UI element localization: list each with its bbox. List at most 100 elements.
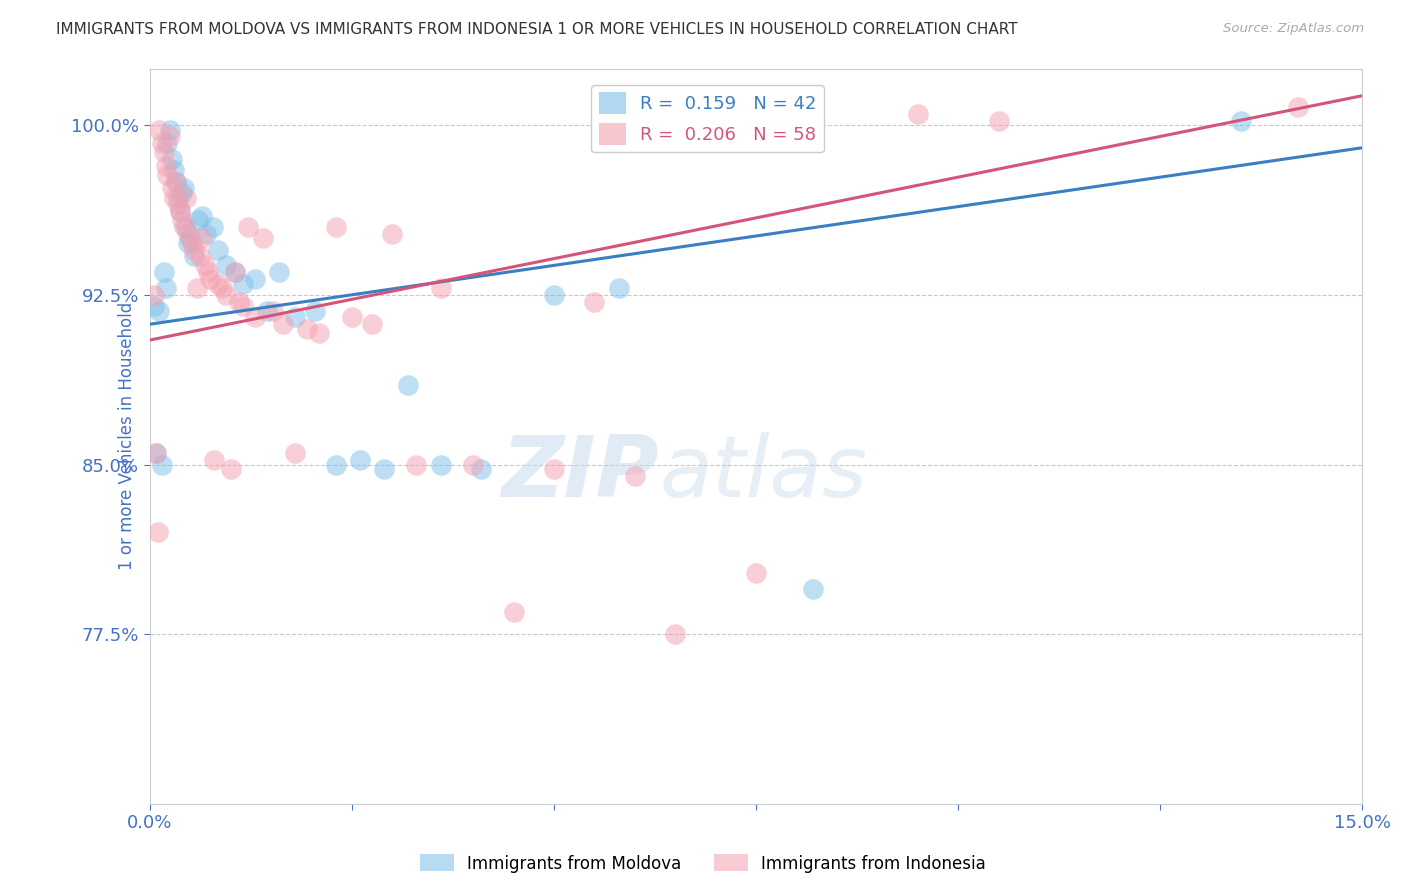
Point — [156, 168, 179, 182]
Point — [169, 204, 191, 219]
Point — [1286, 100, 1309, 114]
Point — [583, 294, 606, 309]
Point — [165, 175, 187, 189]
Point — [174, 219, 197, 234]
Text: ZIP: ZIP — [502, 432, 659, 515]
Point — [297, 322, 319, 336]
Point — [664, 627, 686, 641]
Point — [801, 582, 824, 596]
Point — [179, 231, 201, 245]
Point — [197, 265, 219, 279]
Point — [215, 288, 238, 302]
Point — [271, 317, 294, 331]
Point — [174, 190, 197, 204]
Point — [156, 136, 179, 151]
Point — [159, 129, 181, 144]
Point — [155, 281, 177, 295]
Point — [142, 299, 165, 313]
Point — [146, 525, 169, 540]
Point — [405, 458, 427, 472]
Point — [145, 446, 167, 460]
Point — [170, 213, 193, 227]
Point — [194, 259, 217, 273]
Point — [381, 227, 404, 241]
Point — [191, 209, 214, 223]
Point — [207, 277, 229, 291]
Y-axis label: 1 or more Vehicles in Household: 1 or more Vehicles in Household — [118, 302, 136, 570]
Point — [153, 145, 176, 160]
Point — [207, 243, 229, 257]
Point — [191, 231, 214, 245]
Point — [224, 265, 246, 279]
Point — [177, 235, 200, 250]
Point — [163, 190, 186, 204]
Point — [284, 446, 307, 460]
Point — [148, 303, 170, 318]
Point — [243, 272, 266, 286]
Point — [173, 219, 195, 234]
Point — [243, 310, 266, 325]
Point — [163, 163, 186, 178]
Point — [304, 303, 326, 318]
Point — [167, 190, 190, 204]
Point — [502, 605, 524, 619]
Point — [1230, 113, 1253, 128]
Point — [543, 462, 565, 476]
Point — [987, 113, 1010, 128]
Point — [187, 213, 209, 227]
Point — [340, 310, 363, 325]
Text: IMMIGRANTS FROM MOLDOVA VS IMMIGRANTS FROM INDONESIA 1 OR MORE VEHICLES IN HOUSE: IMMIGRANTS FROM MOLDOVA VS IMMIGRANTS FR… — [56, 22, 1018, 37]
Point — [162, 152, 184, 166]
Point — [429, 458, 451, 472]
Legend: R =  0.159   N = 42, R =  0.206   N = 58: R = 0.159 N = 42, R = 0.206 N = 58 — [592, 85, 824, 153]
Point — [155, 159, 177, 173]
Point — [325, 219, 347, 234]
Point — [202, 453, 225, 467]
Point — [211, 281, 233, 295]
Point — [169, 204, 191, 219]
Text: atlas: atlas — [659, 432, 868, 515]
Point — [201, 219, 224, 234]
Point — [623, 468, 645, 483]
Point — [470, 462, 492, 476]
Point — [349, 453, 371, 467]
Point — [150, 458, 173, 472]
Point — [907, 107, 929, 121]
Point — [224, 265, 246, 279]
Point — [200, 272, 222, 286]
Point — [238, 219, 260, 234]
Point — [325, 458, 347, 472]
Point — [183, 243, 205, 257]
Point — [142, 288, 165, 302]
Point — [159, 122, 181, 136]
Point — [183, 249, 205, 263]
Point — [165, 175, 187, 189]
Point — [170, 186, 193, 200]
Point — [219, 462, 242, 476]
Point — [232, 277, 254, 291]
Point — [256, 303, 278, 318]
Point — [429, 281, 451, 295]
Point — [252, 231, 274, 245]
Text: Source: ZipAtlas.com: Source: ZipAtlas.com — [1223, 22, 1364, 36]
Point — [162, 181, 184, 195]
Point — [180, 235, 202, 250]
Point — [361, 317, 384, 331]
Point — [167, 197, 190, 211]
Point — [262, 303, 284, 318]
Point — [308, 326, 330, 341]
Point — [195, 227, 218, 241]
Point — [607, 281, 630, 295]
Point — [215, 259, 238, 273]
Point — [145, 446, 167, 460]
Point — [188, 249, 211, 263]
Point — [373, 462, 395, 476]
Point — [232, 299, 254, 313]
Point — [186, 281, 208, 295]
Point — [396, 378, 419, 392]
Point — [284, 310, 307, 325]
Point — [150, 136, 173, 151]
Point — [148, 122, 170, 136]
Point — [228, 294, 250, 309]
Legend: Immigrants from Moldova, Immigrants from Indonesia: Immigrants from Moldova, Immigrants from… — [413, 847, 993, 880]
